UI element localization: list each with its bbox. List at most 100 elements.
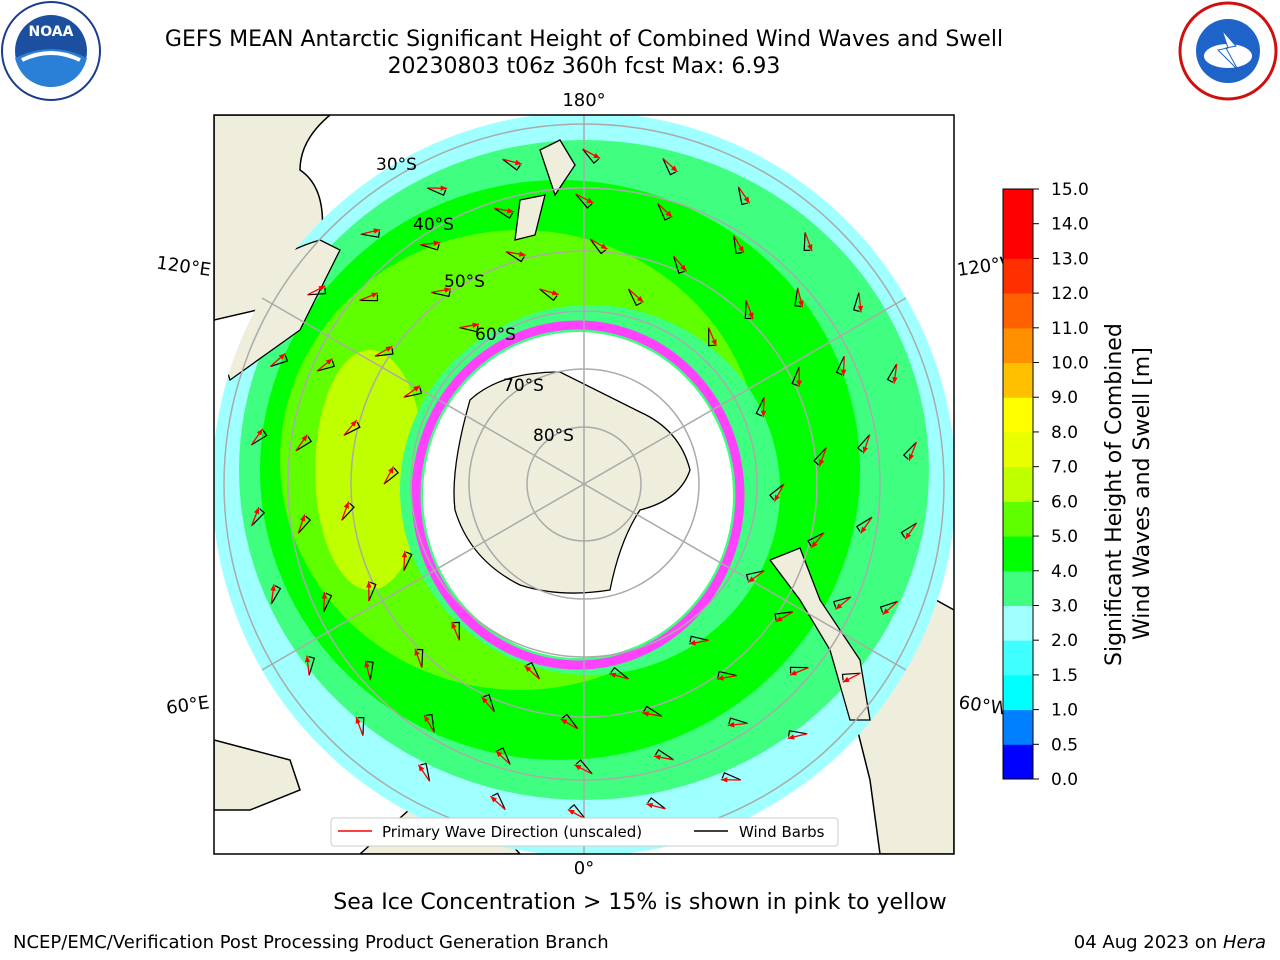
wave-arrow-head: [807, 244, 813, 252]
noaa-wordmark: NOAA: [29, 24, 74, 40]
wind-barb: [425, 713, 435, 733]
colorbar-label-line1: Significant Height of Combined: [1102, 323, 1127, 666]
wave-arrow-head: [609, 672, 617, 678]
wave-arrow-head: [300, 514, 306, 522]
lat-label-60s: 60°S: [475, 325, 516, 345]
colorbar-tick-label: 6.0: [1051, 492, 1078, 512]
legend-barb-label: Wind Barbs: [739, 823, 825, 841]
wave-arrow-head: [862, 446, 868, 454]
wave-arrow-head: [665, 210, 673, 218]
wind-barb: [426, 187, 447, 196]
wind-barb: [497, 747, 511, 765]
map-legend: Primary Wave Direction (unscaled) Wind B…: [330, 817, 839, 847]
wave-arrow-head: [373, 228, 381, 234]
wave-contour-6m: [315, 350, 425, 590]
wave-arrow-head: [318, 285, 326, 292]
antarctica: [453, 371, 691, 594]
lon-label-180: 180°: [562, 90, 605, 111]
wind-barb: [689, 635, 709, 643]
new-zealand-north: [539, 139, 576, 197]
wind-barb: [900, 522, 918, 538]
colorbar-segment: [1003, 466, 1033, 502]
wave-arrow-head: [278, 353, 286, 360]
colorbar-tick-label: 7.0: [1051, 458, 1078, 478]
wind-barb: [879, 600, 898, 613]
colorbar: 0.0 0.5 1.0 1.5 2.0 3.0 4.0 5.0 6.0 7.0 8.0 9.0 10.0…: [1002, 180, 1089, 790]
wind-barb: [505, 251, 525, 263]
colorbar-segment: [1003, 189, 1033, 225]
wind-barb: [295, 436, 313, 452]
colorbar-segment: [1003, 362, 1033, 398]
wind-barb: [733, 235, 743, 255]
colorbar-segment: [1003, 640, 1033, 676]
wind-barb: [357, 717, 365, 736]
wave-arrow-head: [720, 777, 728, 783]
wave-arrow-head: [424, 715, 430, 722]
wave-arrow-head: [413, 385, 421, 392]
wave-arrow-head: [653, 754, 661, 760]
colorbar-tick-label: 12.0: [1051, 284, 1089, 304]
wave-arrow-head: [908, 453, 914, 461]
colorbar-tick-label: 1.0: [1051, 701, 1078, 721]
wind-barb: [755, 396, 765, 417]
wave-arrow-head: [905, 532, 912, 540]
wave-arrow-head: [388, 466, 394, 474]
wind-barb: [728, 717, 748, 725]
wave-arrow-head: [774, 494, 780, 502]
wave-arrow-head: [636, 296, 644, 303]
wind-barb: [316, 360, 335, 372]
wind-barb: [627, 288, 642, 307]
map-frame: [213, 114, 955, 855]
wind-barb: [494, 207, 514, 219]
wind-barb: [539, 288, 558, 302]
wind-barb: [483, 694, 495, 713]
wind-barb: [569, 804, 586, 820]
wave-arrow-head: [819, 459, 825, 467]
wind-barb: [647, 797, 666, 810]
lat-label-50s: 50°S: [444, 272, 485, 292]
footer-credit: NCEP/EMC/Verification Post Processing Pr…: [13, 932, 609, 953]
wind-barb: [403, 551, 413, 572]
wave-arrow-head: [514, 159, 522, 166]
wave-arrow-head: [646, 802, 654, 809]
wave-arrow-head: [507, 208, 515, 214]
wave-arrow-head: [747, 576, 755, 583]
wave-arrow-head: [760, 410, 767, 418]
colorbar-tick-label: 9.0: [1051, 388, 1078, 408]
lat-label-70s: 70°S: [503, 376, 544, 396]
south-america: [768, 547, 871, 721]
latitude-labels: 30°S 40°S 50°S 60°S 70°S 80°S: [376, 155, 574, 446]
wave-arrow-head: [841, 369, 847, 377]
wind-barb: [459, 325, 479, 333]
wind-barb: [360, 231, 380, 238]
wind-barb: [502, 158, 521, 171]
colorbar-segment: [1003, 431, 1033, 468]
wave-arrow-head: [551, 290, 559, 296]
wind-barb: [270, 355, 289, 368]
colorbar-tick-label: 13.0: [1051, 249, 1089, 269]
wave-arrow-head: [671, 165, 678, 172]
wind-barb: [251, 508, 266, 527]
wave-arrow-head: [350, 420, 357, 427]
wave-arrow-head: [343, 501, 349, 509]
wave-arrow-head: [857, 305, 864, 313]
wave-arrow-head: [586, 197, 594, 204]
wave-arrow-head: [835, 603, 843, 610]
wave-arrow-head: [711, 339, 717, 347]
wind-barb: [852, 292, 860, 312]
wind-barb: [297, 515, 312, 534]
wave-arrow-head: [366, 581, 372, 588]
wind-barb: [833, 596, 852, 608]
wind-barb: [737, 186, 748, 206]
wind-barb: [367, 660, 374, 681]
wind-barb: [835, 355, 845, 376]
nws-logo: [1178, 1, 1278, 101]
wave-arrow-head: [775, 616, 783, 622]
wave-arrow-head: [789, 670, 797, 676]
wind-barb: [717, 670, 737, 678]
wave-arrow-head: [593, 153, 601, 159]
wind-barb: [323, 592, 333, 613]
colorbar-segment: [1003, 501, 1033, 537]
colorbar-tick-label: 11.0: [1051, 319, 1089, 339]
colorbar-segment: [1003, 293, 1033, 329]
